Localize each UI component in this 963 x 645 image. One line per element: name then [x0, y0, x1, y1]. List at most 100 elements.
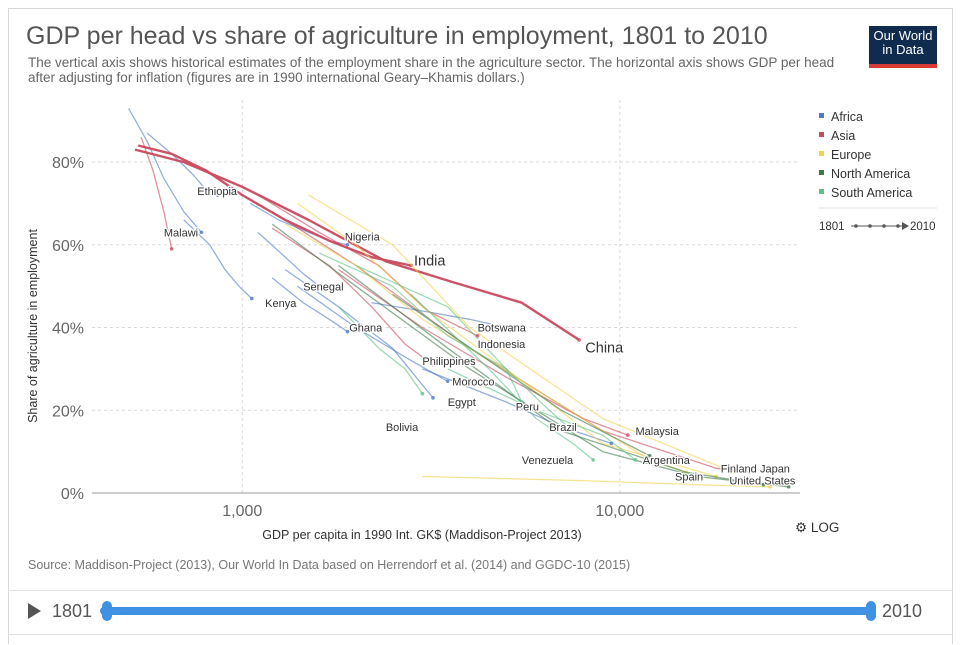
tab-strip: [8, 634, 953, 645]
y-tick-label: 80%: [52, 155, 84, 172]
series-label: Indonesia: [478, 339, 527, 351]
series-label: Argentina: [643, 455, 691, 467]
series-end-point: [747, 470, 751, 475]
gear-icon: ⚙: [795, 520, 808, 535]
series-line: [338, 306, 423, 395]
series-end-point: [504, 325, 508, 330]
series-label: Finland: [721, 463, 757, 475]
timeline-start-handle[interactable]: [102, 601, 112, 621]
legend-item: Africa: [831, 110, 863, 124]
series-line: [422, 368, 612, 445]
timeline-track[interactable]: [100, 607, 874, 615]
legend-arrow-dot: [854, 224, 858, 228]
y-tick-label: 60%: [52, 238, 84, 255]
series-end-point: [420, 391, 425, 396]
series-line: [297, 285, 449, 382]
y-axis-label: Share of agriculture in employment: [26, 229, 40, 423]
series-end-point: [345, 242, 350, 247]
legend-item: North America: [831, 167, 910, 181]
series-end-point: [633, 458, 638, 462]
series-end-point: [591, 458, 595, 462]
series-end-point: [317, 284, 322, 288]
x-tick-label: 1,000: [222, 503, 262, 520]
chart-series: [128, 107, 791, 489]
series-line: [392, 293, 650, 457]
series-line: [183, 219, 253, 300]
series-line: [128, 107, 202, 233]
chart-svg: 0% 20% 40% 60% 80% 1,000 10,000 Ethiopia Malaw…: [26, 100, 937, 542]
logo-line-1: Our World: [873, 28, 933, 43]
series-end-point: [431, 362, 435, 367]
legend-arrow-head: [902, 222, 909, 230]
page-title: GDP per head vs share of agriculture in …: [26, 22, 768, 50]
legend-year-start: 1801: [819, 221, 845, 233]
series-line: [134, 148, 580, 341]
series-label: Ethiopia: [197, 186, 238, 198]
series-end-point: [786, 484, 791, 489]
series-label: Malaysia: [635, 426, 679, 438]
legend-item: Europe: [831, 148, 871, 162]
owid-logo[interactable]: Our World in Data: [869, 26, 937, 68]
timeline-start-year: 1801: [52, 601, 93, 621]
series-line: [137, 144, 412, 267]
y-tick-label: 0%: [61, 486, 84, 503]
chart-card: [8, 8, 953, 644]
series-label: China: [585, 340, 624, 356]
x-tick-label: 10,000: [595, 503, 644, 520]
series-label: Peru: [516, 401, 539, 413]
series-line: [371, 302, 507, 329]
series-end-point: [647, 453, 652, 458]
series-label: Spain: [675, 472, 703, 484]
series-end-point: [731, 470, 736, 475]
series-label: Egypt: [448, 397, 476, 409]
play-icon[interactable]: [28, 603, 41, 619]
log-toggle-label: LOG: [810, 520, 840, 535]
series-label: Morocco: [452, 376, 494, 388]
series-label: Philippines: [422, 356, 476, 368]
series-line: [338, 264, 764, 486]
legend-arrow-dot: [868, 224, 872, 228]
series-line: [284, 269, 434, 399]
series-label: Senegal: [303, 281, 343, 293]
y-tick-label: 40%: [52, 321, 84, 338]
series-label: Bolivia: [386, 422, 419, 434]
y-tick-label: 20%: [52, 403, 84, 420]
series-end-point: [626, 433, 630, 437]
log-scale-toggle[interactable]: ⚙ LOG: [795, 520, 839, 536]
series-label: Malawi: [164, 228, 198, 240]
series-line: [146, 132, 218, 196]
series-end-point: [570, 429, 575, 433]
series-label: Nigeria: [345, 232, 381, 244]
series-label: Ghana: [349, 323, 383, 335]
series-line: [447, 368, 636, 461]
legend-arrow-dot: [882, 224, 886, 228]
timeline-end-handle[interactable]: [866, 601, 876, 621]
series-end-point: [345, 329, 350, 334]
series-label: India: [414, 253, 446, 269]
series-end-point: [577, 338, 581, 342]
timeline-end-year: 2010: [882, 601, 923, 621]
logo-accent-bar: [869, 64, 937, 68]
series-end-point: [169, 247, 174, 251]
series-line: [422, 475, 771, 488]
series-end-point: [445, 379, 450, 384]
series-end-point: [431, 396, 435, 400]
series-line: [271, 223, 789, 488]
source-note: Source: Maddison-Project (2013), Our Wor…: [28, 558, 631, 572]
series-line: [271, 277, 348, 333]
legend-item: South America: [831, 186, 912, 200]
legend-arrow-dot: [896, 224, 900, 228]
legend-swatch: [819, 170, 824, 175]
series-label: United States: [729, 476, 796, 488]
series-end-point: [768, 484, 772, 489]
series-label: Japan: [760, 463, 790, 475]
legend-item: Asia: [831, 129, 855, 143]
legend-swatch: [819, 189, 824, 194]
series-line: [355, 264, 574, 432]
series-line: [410, 293, 594, 461]
legend-swatch: [819, 132, 824, 137]
series-line: [308, 194, 734, 473]
chart-grid: [92, 100, 800, 494]
x-axis-label: GDP per capita in 1990 Int. GK$ (Maddiso…: [262, 528, 581, 542]
series-end-point: [215, 193, 220, 197]
